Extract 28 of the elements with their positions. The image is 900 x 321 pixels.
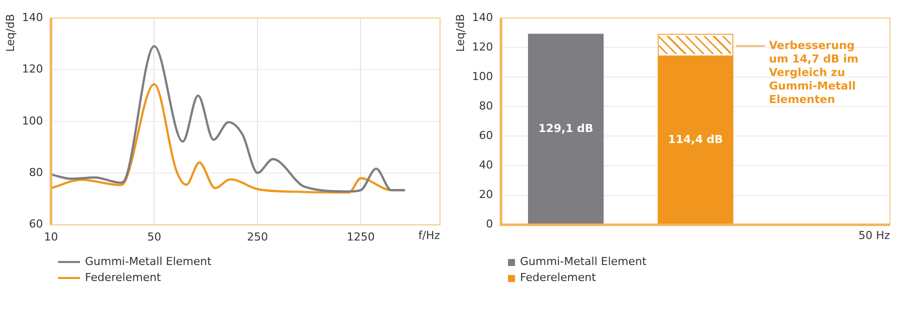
legend-label: Federelement [520,270,596,286]
y-tick-label: 20 [478,188,493,202]
y-axis-title: Leq/dB [4,14,17,52]
legend-label: Gummi-Metall Element [520,254,646,270]
y-tick-label: 80 [478,99,493,112]
annotation: Verbesserung um 14,7 dB im Vergleich zu Gummi-Metall Elementen [769,38,858,106]
x-axis-title: 50 Hz [858,229,890,242]
y-tick-label: 40 [478,158,493,172]
x-tick-label: 250 [246,230,268,244]
legend-label: Federelement [85,270,161,286]
y-tick-label: 60 [28,218,43,231]
legend-label: Gummi-Metall Element [85,254,212,270]
data-label: 114,4 dB [668,132,723,146]
y-axis-title: Leq/dB [454,14,467,52]
y-tick-label: 140 [22,10,43,24]
y-tick-label: 140 [472,10,493,24]
y-tick-label: 80 [28,166,43,179]
y-tick-label: 100 [472,70,493,83]
y-tick-label: 120 [22,62,43,76]
y-tick-label: 0 [486,218,493,231]
y-tick-label: 100 [22,114,43,128]
y-tick-label: 120 [472,40,493,54]
x-tick-label: 50 [147,230,162,244]
data-label: 129,1 dB [538,122,594,136]
x-axis-title: f/Hz [418,229,440,242]
x-tick-label: 10 [44,230,58,244]
y-tick-label: 60 [478,129,493,142]
x-tick-label: 1250 [346,230,375,244]
